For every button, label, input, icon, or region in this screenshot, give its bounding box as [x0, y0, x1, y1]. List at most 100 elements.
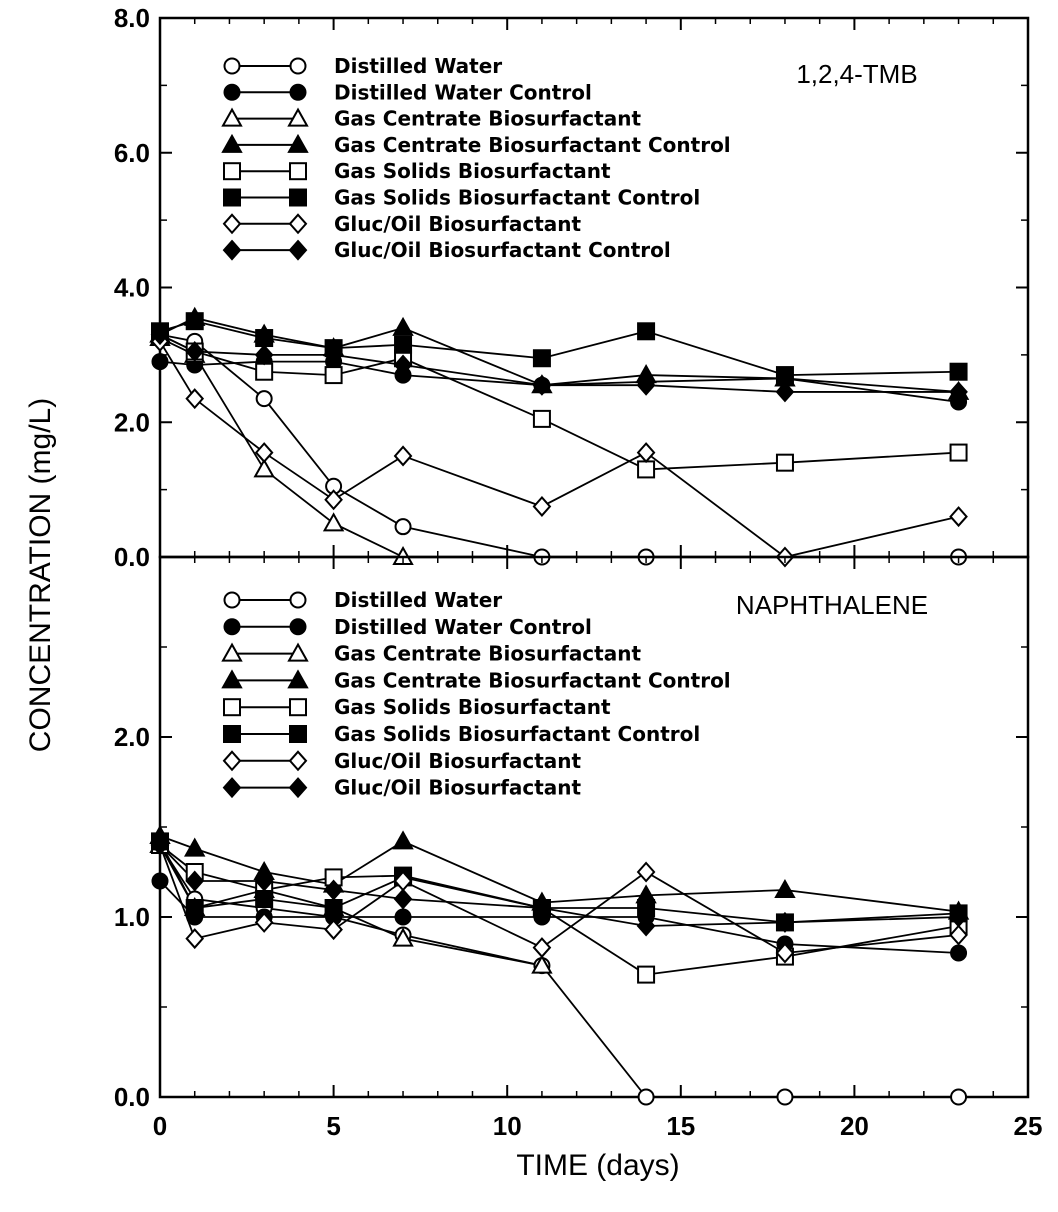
legend-marker	[289, 698, 307, 717]
legend-label: Gluc/Oil Biosurfactant	[334, 212, 582, 236]
legend-marker	[289, 162, 307, 181]
data-point	[324, 344, 343, 366]
data-point	[636, 442, 656, 464]
legend-label: Gluc/Oil Biosurfactant Control	[334, 238, 671, 262]
data-point	[255, 362, 274, 381]
plot-frame	[158, 16, 1030, 559]
legend-label: Distilled Water	[334, 588, 502, 612]
data-point	[949, 362, 968, 381]
legend-marker	[223, 591, 241, 609]
series-line	[159, 880, 959, 954]
data-point	[531, 954, 553, 974]
x-tick-label: 5	[326, 1111, 340, 1141]
legend-entry: Distilled Water	[223, 54, 502, 78]
data-point	[324, 919, 343, 941]
panel-title: 1,2,4-TMB	[796, 59, 917, 89]
legend-marker	[223, 162, 241, 181]
legend-marker	[221, 669, 243, 689]
data-point	[185, 388, 205, 410]
legend-entry: Gas Solids Biosurfactant	[223, 695, 611, 719]
legend-label: Distilled Water Control	[334, 615, 592, 639]
data-point	[392, 927, 414, 947]
legend-entry: Gas Centrate Biosurfactant	[221, 642, 641, 666]
legend-label: Gas Solids Biosurfactant	[334, 159, 611, 183]
legend-label: Gas Solids Biosurfactant Control	[334, 186, 700, 210]
legend-marker	[221, 107, 243, 127]
data-point	[775, 942, 795, 964]
legend-marker	[222, 750, 242, 772]
legend-label: Gas Solids Biosurfactant Control	[334, 722, 700, 746]
data-point	[255, 390, 273, 408]
series-line	[159, 844, 959, 954]
legend-entry: Distilled Water Control	[223, 80, 592, 104]
data-point	[949, 906, 968, 928]
data-point	[184, 837, 206, 857]
x-tick-label: 0	[153, 1111, 167, 1141]
data-point	[185, 341, 205, 363]
legend-marker	[289, 57, 307, 75]
x-tick-label: 25	[1014, 1111, 1043, 1141]
data-point	[532, 937, 552, 959]
legend-label: Gas Solids Biosurfactant	[334, 695, 611, 719]
data-point	[776, 1088, 794, 1106]
legend-marker	[223, 725, 241, 743]
data-point	[185, 870, 205, 892]
data-point	[532, 897, 552, 919]
data-point	[255, 329, 274, 348]
y-tick-label: 8.0	[114, 3, 150, 33]
data-point	[949, 381, 968, 403]
legend-label: Gas Centrate Biosurfactant Control	[334, 668, 731, 692]
legend-entry: Gas Solids Biosurfactant Control	[223, 722, 700, 746]
data-point	[637, 1088, 655, 1106]
data-point	[949, 924, 968, 946]
x-tick-label: 10	[493, 1111, 522, 1141]
x-axis-title: TIME (days)	[516, 1149, 679, 1182]
legend-marker	[289, 591, 307, 609]
legend-label: Gas Centrate Biosurfactant Control	[334, 133, 731, 157]
legend-marker	[289, 618, 307, 636]
data-point	[150, 324, 170, 346]
data-point	[392, 316, 414, 336]
series-line	[159, 844, 959, 927]
data-point	[532, 374, 552, 396]
legend-marker	[287, 669, 309, 689]
y-tick-label: 2.0	[114, 407, 150, 437]
data-point	[253, 458, 275, 478]
data-point	[394, 518, 412, 536]
data-point	[949, 506, 968, 528]
data-point	[775, 453, 794, 472]
x-tick-label: 20	[840, 1111, 869, 1141]
data-point	[324, 879, 343, 901]
data-point	[254, 911, 274, 933]
legend-marker	[223, 57, 241, 75]
legend-marker	[287, 133, 309, 153]
legend-marker	[223, 188, 241, 207]
data-point	[324, 489, 343, 511]
x-tick-label: 15	[666, 1111, 695, 1141]
legend-entry: Gas Solids Biosurfactant Control	[223, 186, 700, 210]
panel-naphthalene: 0.0 1.0 2.0 0 5 10 15 20 25 Distilled Water Distil…	[114, 555, 1043, 1141]
y-tick-label: 6.0	[114, 138, 150, 168]
data-point	[151, 353, 169, 371]
data-point	[637, 899, 656, 917]
data-point	[636, 915, 656, 937]
data-point	[949, 443, 968, 462]
data-point	[775, 381, 795, 403]
y-tick-label: 2.0	[114, 722, 150, 752]
data-point	[324, 899, 343, 917]
data-point	[636, 861, 656, 883]
data-point	[532, 349, 551, 368]
legend-marker	[223, 618, 241, 636]
legend-label: Gas Centrate Biosurfactant	[334, 642, 641, 666]
legend-marker	[289, 188, 307, 207]
legend-marker	[222, 213, 242, 235]
data-point	[322, 512, 345, 532]
data-point	[774, 878, 796, 898]
y-tick-label: 0.0	[114, 1082, 150, 1112]
legend-marker	[289, 83, 307, 101]
legend-label: Distilled Water	[334, 54, 502, 78]
data-point	[532, 409, 551, 428]
data-point	[636, 374, 656, 396]
legend-entry: Gluc/Oil Biosurfactant	[222, 749, 582, 773]
